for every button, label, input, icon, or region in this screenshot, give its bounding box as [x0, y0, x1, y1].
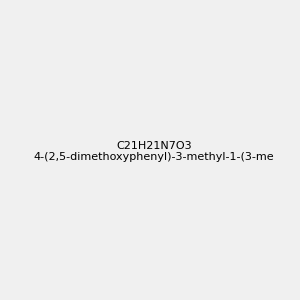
- Text: C21H21N7O3
4-(2,5-dimethoxyphenyl)-3-methyl-1-(3-me: C21H21N7O3 4-(2,5-dimethoxyphenyl)-3-met…: [33, 141, 274, 162]
